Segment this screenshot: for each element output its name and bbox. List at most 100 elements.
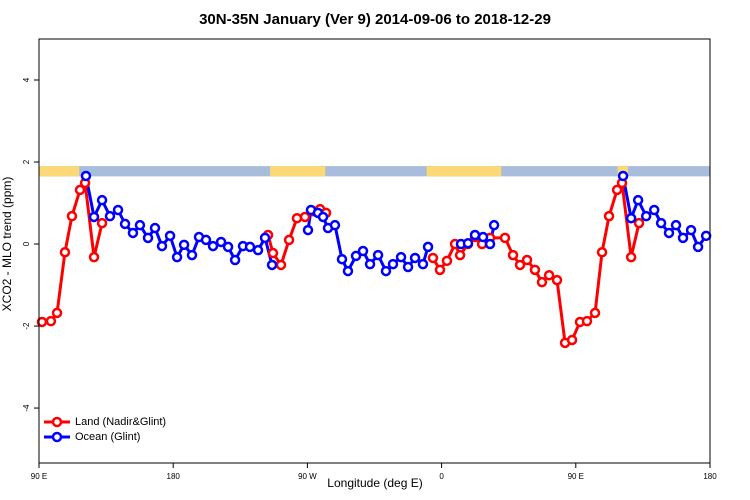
data-point [200,234,212,246]
data-point [357,245,369,257]
legend-marker [51,416,63,428]
x-tick-label: 90 E [568,472,584,481]
data-point [350,250,362,262]
y-tick-label: -4 [22,404,31,412]
data-point [186,249,198,261]
data-point [625,251,637,263]
data-point [229,254,241,266]
data-point [677,232,689,244]
data-point [484,238,496,250]
y-tick-label: 2 [22,159,31,164]
data-point [441,255,453,267]
data-point [521,254,533,266]
data-point [581,315,593,327]
data-point [700,230,712,242]
data-point [611,184,623,196]
data-point [66,210,78,222]
data-point [477,231,489,243]
data-point [663,227,675,239]
data-point [299,211,311,223]
data-point [499,232,511,244]
legend-label: Ocean (Glint) [75,431,140,443]
data-point [427,252,439,264]
data-point [469,229,481,241]
data-point [454,249,466,261]
data-point [259,232,271,244]
y-tick-label: 0 [22,241,31,246]
data-point [119,218,131,230]
data-point [156,240,168,252]
data-point [127,227,139,239]
data-point [417,258,429,270]
data-point [380,265,392,277]
x-tick-label: 0 [439,472,444,481]
data-point [88,211,100,223]
data-point [149,222,161,234]
data-point [96,217,108,229]
data-point [566,334,578,346]
data-point [536,276,548,288]
legend-marker [51,431,63,443]
data-point [640,210,652,222]
x-tick-label: 180 [167,472,181,481]
data-point [603,210,615,222]
y-tick-label: -2 [22,322,31,330]
data-point [134,219,146,231]
data-point [291,212,303,224]
y-tick-label: 4 [22,77,31,82]
data-point [88,251,100,263]
x-tick-label: 90 E [31,472,47,481]
data-point [283,234,295,246]
data-point [685,224,697,236]
data-point [364,258,376,270]
data-point [625,212,637,224]
x-axis-label: Longitude (deg E) [327,476,422,490]
chart-title: 30N-35N January (Ver 9) 2014-09-06 to 20… [199,11,551,28]
data-point [45,315,57,327]
data-point [59,246,71,258]
data-point [302,224,314,236]
data-point [51,307,63,319]
data-point [514,259,526,271]
data-point [632,194,644,206]
ocean-strip [39,166,710,177]
data-point [596,246,608,258]
data-point [215,236,227,248]
data-point [336,253,348,265]
data-point [387,258,399,270]
data-point [329,219,341,231]
data-point [648,204,660,216]
data-point [171,251,183,263]
data-point [529,264,541,276]
data-point [266,259,278,271]
data-point [655,217,667,229]
data-point [434,264,446,276]
data-point [617,170,629,182]
data-point [551,274,563,286]
land-segment [270,166,326,177]
data-point [142,232,154,244]
data-point [395,251,407,263]
data-point [80,170,92,182]
data-point [462,237,474,249]
data-point [422,241,434,253]
data-point [267,247,279,259]
data-point [207,240,219,252]
data-point [589,307,601,319]
data-point [507,249,519,261]
data-point [488,219,500,231]
data-point [104,210,116,222]
data-point [402,261,414,273]
data-point [317,211,329,223]
land-segment [426,166,502,177]
data-point [164,230,176,242]
x-tick-label: 180 [703,472,717,481]
legend-label: Land (Nadir&Glint) [75,416,166,428]
data-point [112,204,124,216]
data-point [543,269,555,281]
land-segment [39,166,80,177]
data-point [692,241,704,253]
data-point [633,217,645,229]
data-point [244,241,256,253]
